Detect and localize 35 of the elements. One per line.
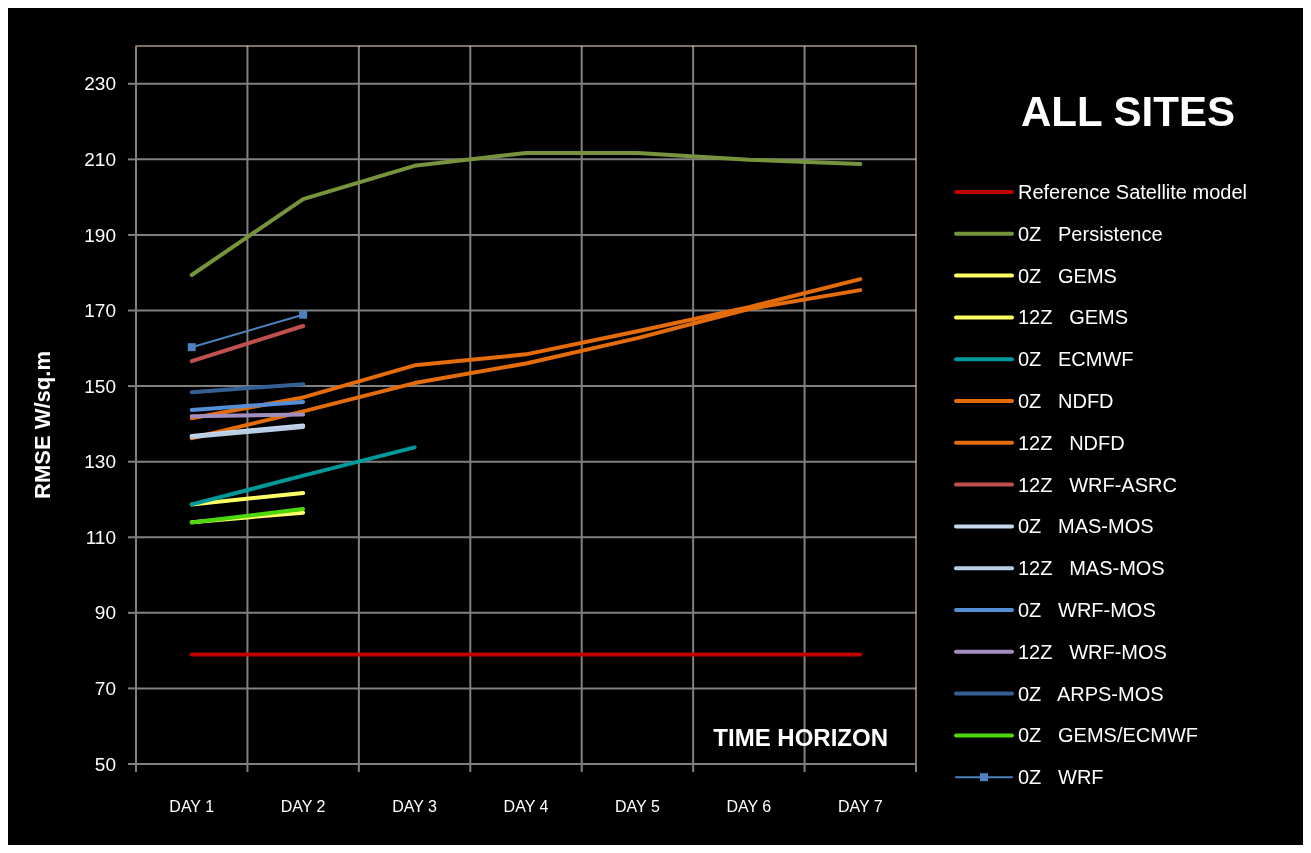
legend-label: 0Z GEMS/ECMWF <box>1018 724 1198 747</box>
y-tick-label: 130 <box>84 451 116 473</box>
x-tick-label: DAY 7 <box>837 798 883 815</box>
x-tick-label: DAY 1 <box>169 798 215 815</box>
y-tick-label: 170 <box>84 300 116 322</box>
x-tick-label: DAY 4 <box>503 798 549 815</box>
legend-label: 0Z GEMS <box>1018 264 1117 287</box>
legend-label: 0Z MAS-MOS <box>1018 515 1154 538</box>
x-tick-label: DAY 6 <box>726 798 772 815</box>
y-tick-label: 230 <box>84 73 116 95</box>
legend-label: 12Z GEMS <box>1018 306 1129 329</box>
legend-label: 0Z WRF <box>1018 766 1104 789</box>
legend-label: 0Z ECMWF <box>1018 348 1134 371</box>
legend-label: 0Z WRF-MOS <box>1018 599 1156 621</box>
legend-label: 0Z ARPS-MOS <box>1018 682 1164 705</box>
legend-label: 0Z NDFD <box>1018 390 1114 412</box>
y-tick-label: 190 <box>84 224 116 246</box>
legend-label: 12Z WRF-MOS <box>1018 640 1167 663</box>
y-tick-label: 210 <box>84 149 116 171</box>
text: ALL SITES <box>1021 88 1235 135</box>
legend-label: 0Z Persistence <box>1018 222 1163 245</box>
y-axis-title: RMSE W/sq.m <box>30 351 55 499</box>
legend-label: 12Z MAS-MOS <box>1018 557 1165 580</box>
legend-label: 12Z NDFD <box>1018 431 1125 454</box>
legend-label: 12Z WRF-ASRC <box>1018 473 1177 496</box>
y-tick-label: 70 <box>94 678 116 700</box>
x-axis-title: TIME HORIZON <box>713 724 888 751</box>
legend-label: Reference Satellite model <box>1018 181 1248 203</box>
y-tick-label: 110 <box>85 526 116 548</box>
x-tick-label: DAY 3 <box>392 798 438 815</box>
y-tick-label: 50 <box>94 753 116 775</box>
y-tick-label: 90 <box>94 602 116 624</box>
x-tick-label: DAY 5 <box>615 798 660 815</box>
y-tick-label: 150 <box>84 375 116 397</box>
x-tick-label: DAY 2 <box>280 798 326 815</box>
